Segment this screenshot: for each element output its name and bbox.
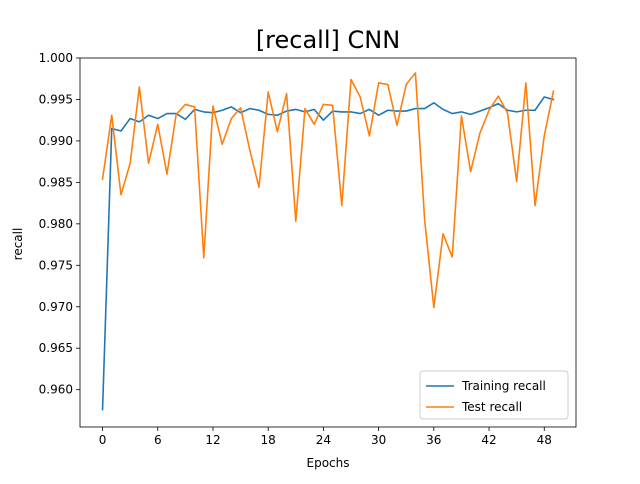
y-tick-label: 0.990 — [39, 134, 73, 148]
y-tick-label: 0.980 — [39, 217, 73, 231]
x-tick-label: 42 — [481, 433, 496, 447]
legend-box — [419, 370, 569, 420]
y-tick-label: 0.965 — [39, 341, 73, 355]
x-tick-label: 18 — [261, 433, 276, 447]
axes-frame — [79, 57, 577, 428]
axis-ticks: 0 6 12 18 24 30 36 42 48 0.960 0.965 0.970 0.975 0.98… — [39, 51, 552, 447]
y-tick-label: 0.975 — [39, 258, 73, 272]
series-lines — [79, 57, 577, 428]
y-tick-label: 0.960 — [39, 383, 73, 397]
legend-label-training: Training recall — [461, 379, 546, 393]
y-tick-label: 0.995 — [39, 92, 73, 106]
x-tick-label: 36 — [426, 433, 441, 447]
plot-background — [80, 58, 576, 427]
plot-area — [80, 58, 576, 427]
test-recall-line — [101, 72, 555, 309]
y-tick-label: 0.970 — [39, 300, 73, 314]
x-tick-label: 12 — [205, 433, 220, 447]
x-tick-label: 30 — [371, 433, 386, 447]
y-tick-label: 0.985 — [39, 175, 73, 189]
chart-title: [recall] CNN — [256, 26, 400, 54]
x-tick-label: 6 — [154, 433, 162, 447]
legend: Training recall Test recall — [419, 370, 569, 420]
x-tick-label: 0 — [99, 433, 107, 447]
training-recall-line — [101, 96, 555, 411]
x-axis-label: Epochs — [307, 456, 350, 470]
x-tick-label: 24 — [316, 433, 331, 447]
y-axis-label: recall — [11, 228, 25, 261]
x-tick-label: 48 — [537, 433, 552, 447]
legend-label-test: Test recall — [461, 400, 522, 414]
y-tick-label: 1.000 — [39, 51, 73, 65]
